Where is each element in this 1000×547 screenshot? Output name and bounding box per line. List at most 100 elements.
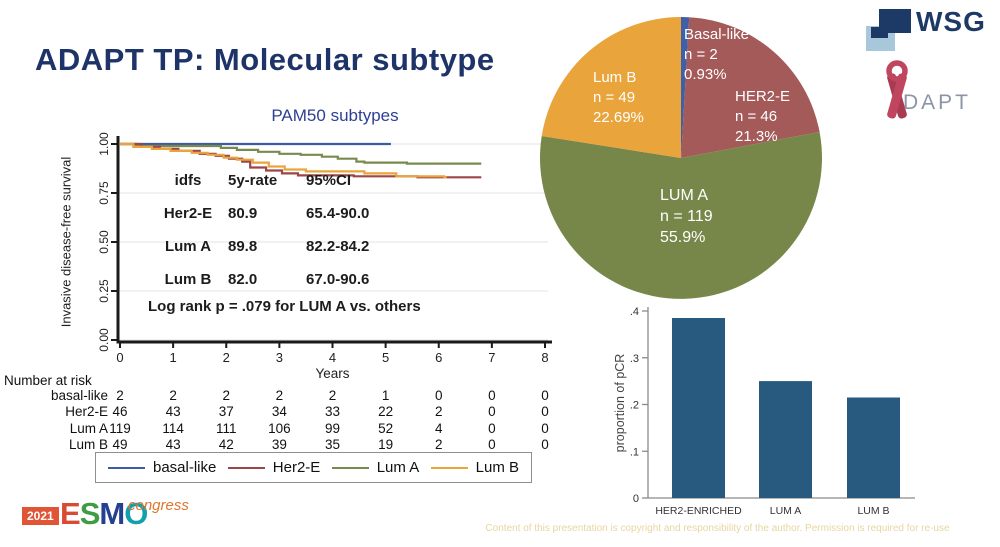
risk-count: 0	[541, 388, 549, 403]
pie-label-basal-n: n = 2	[684, 46, 718, 63]
km-stats-cell: 65.4-90.0	[306, 205, 370, 222]
pie-label-luma-name: LUM A	[660, 187, 709, 204]
slide-title: ADAPT TP: Molecular subtype	[35, 42, 495, 77]
risk-count: 46	[112, 404, 128, 420]
pie-slice-lum-a	[539, 132, 822, 299]
risk-count: 0	[488, 388, 496, 403]
bar-y-tick-label: .1	[630, 446, 639, 458]
km-legend-label: Lum B	[475, 459, 519, 476]
km-stats-header: idfs	[174, 172, 202, 189]
risk-count: 2	[434, 436, 443, 452]
risk-table-title: Number at risk	[4, 373, 92, 388]
km-x-tick-label: 7	[488, 350, 495, 365]
risk-count: 111	[215, 420, 237, 436]
bar-lum-b	[847, 397, 900, 498]
risk-count: 35	[324, 436, 341, 452]
bar-y-tick-label: .2	[630, 400, 639, 412]
km-x-tick-label: 4	[329, 350, 336, 365]
pie-label-lumb-name: Lum B	[593, 69, 637, 86]
risk-count: 0	[488, 420, 496, 436]
risk-count: 2	[328, 388, 337, 403]
pie-label-basal-pct: 0.93%	[684, 66, 727, 83]
pie-label-her2e-n: n = 46	[735, 108, 778, 125]
km-stats-cell: Lum B	[164, 271, 212, 288]
risk-row-label: Lum B	[68, 436, 108, 452]
esmo-letter-e: E	[60, 496, 81, 531]
number-at-risk-table: Number at risk basal-like 2 2 2 2 2 1 0 0 0 Her2-E…	[0, 373, 580, 455]
km-stats-cell: Her2-E	[163, 205, 213, 222]
awareness-ribbon-icon	[886, 60, 908, 119]
risk-count: 0	[434, 388, 443, 403]
pie-label-her2-e: HER2-E n = 46 21.3%	[735, 87, 790, 147]
km-curve-lum-a	[120, 142, 482, 165]
risk-count: 19	[378, 436, 394, 452]
risk-count: 52	[378, 420, 394, 436]
pie-label-lum-a: LUM A n = 119 55.9%	[660, 185, 713, 248]
bar-y-tick-label: .4	[630, 306, 639, 318]
pie-slice-lum-b	[541, 17, 681, 158]
km-x-tick-label: 0	[116, 350, 123, 365]
risk-count: 0	[488, 436, 496, 452]
bar-x-tick-label: LUM B	[857, 505, 889, 517]
km-y-tick-label: 0.00	[97, 328, 111, 352]
risk-row-label: Lum A	[69, 420, 108, 436]
km-chart-title: PAM50 subtypes	[271, 106, 399, 125]
risk-count: 2	[116, 388, 124, 403]
risk-count: 0	[541, 404, 549, 420]
risk-row-label: basal-like	[50, 388, 108, 403]
risk-count: 119	[109, 420, 131, 436]
risk-count: 0	[541, 420, 549, 436]
pam50-pie-chart	[539, 16, 822, 299]
km-stats-cell: Lum A	[164, 238, 212, 255]
wsg-logo-icon-dark-step	[871, 27, 888, 38]
risk-count: 49	[112, 436, 128, 452]
risk-count: 42	[218, 436, 234, 452]
km-y-tick-label: 0.25	[97, 279, 111, 303]
km-legend-line	[331, 466, 369, 469]
esmo-congress-text: congress	[128, 497, 189, 514]
risk-count: 0	[488, 404, 496, 420]
km-x-tick-label: 8	[541, 350, 548, 365]
km-survival-plot: 0.00 0.25 0.50 0.75 1.00 0 1 2 3 4 5 6 7 8 Years	[97, 132, 552, 381]
pie-label-her2e-name: HER2-E	[735, 88, 791, 105]
risk-count: 2	[222, 388, 230, 403]
bar-x-tick-label: HER2-ENRICHED	[655, 505, 742, 517]
bar-lum-a	[759, 381, 812, 498]
risk-count: 2	[275, 388, 284, 403]
bar-her2-enriched	[672, 318, 725, 498]
esmo-letter-s: S	[79, 496, 101, 531]
risk-count: 99	[324, 420, 341, 436]
km-legend: basal-like Her2-E Lum A Lum B	[95, 452, 532, 483]
copyright-notice: Content of this presentation is copyrigh…	[485, 523, 950, 534]
pie-slice-basal-like	[681, 16, 690, 158]
pie-slice-her2-e	[681, 17, 820, 159]
risk-count: 43	[165, 404, 181, 420]
km-x-axis-label: Years	[315, 366, 349, 381]
km-stats-table: idfs 5y-rate 95%CI Her2-E 80.9 65.4-90.0 Lum A…	[148, 172, 436, 288]
risk-count: 2	[434, 404, 443, 420]
km-legend-item: Her2-E	[227, 459, 320, 476]
km-stats-cell: 82.0	[228, 271, 258, 288]
pie-label-luma-n: n = 119	[660, 208, 713, 225]
km-stats-cell: 89.8	[228, 238, 258, 255]
km-legend-line	[108, 466, 145, 469]
km-x-tick-label: 2	[223, 350, 230, 365]
pie-label-basal-like: Basal-like n = 2 0.93%	[684, 25, 749, 85]
risk-count: 43	[165, 436, 181, 452]
risk-row-label: Her2-E	[65, 404, 108, 420]
adapt-logo-text: DAPT	[903, 91, 972, 114]
esmo-wordmark: ESMO	[60, 496, 148, 532]
km-legend-item: basal-like	[108, 459, 216, 476]
esmo-letter-m: M	[99, 496, 125, 531]
adapt-logo: DAPT	[876, 60, 991, 124]
km-legend-label: basal-like	[153, 459, 217, 476]
esmo-letter-o: O	[124, 496, 148, 531]
bar-x-tick-label: LUM A	[770, 505, 802, 517]
bar-y-axis-label: proportion of pCR	[613, 354, 627, 453]
risk-count: 1	[381, 388, 390, 403]
km-x-tick-label: 6	[435, 350, 442, 365]
km-legend-line	[227, 466, 265, 469]
km-legend-item: Lum B	[430, 459, 519, 476]
km-y-tick-label: 1.00	[97, 132, 111, 156]
km-stats-cell: 82.2-84.2	[306, 238, 370, 255]
